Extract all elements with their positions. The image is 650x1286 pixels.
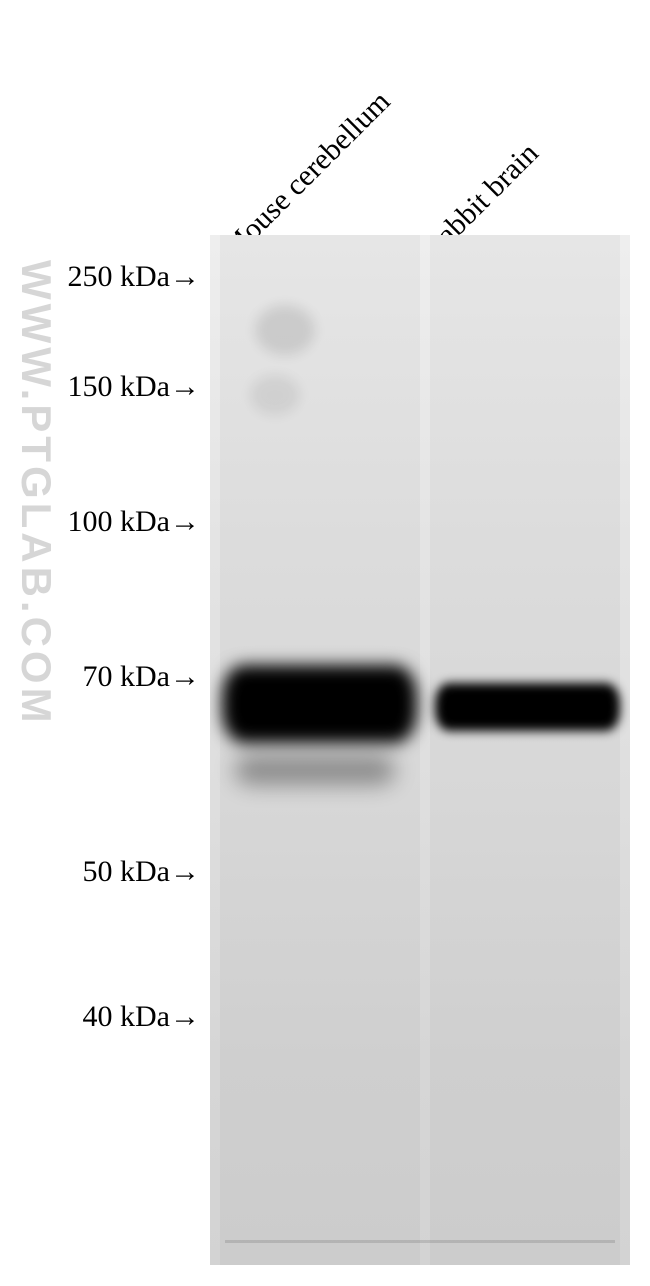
marker-250kda: 250 kDa→ [0,260,200,294]
marker-100kda: 100 kDa→ [0,505,200,539]
faint-spot [255,305,315,355]
marker-150kda: 150 kDa→ [0,370,200,404]
faint-spot [250,375,300,415]
lane-shade-2 [430,235,620,1265]
marker-70kda: 70 kDa→ [0,660,200,694]
band-lane1-smear [235,755,395,785]
marker-50kda: 50 kDa→ [0,855,200,889]
blot-membrane [210,235,630,1265]
band-lane1-main [222,665,417,743]
band-lane2-main [435,683,620,731]
marker-40kda: 40 kDa→ [0,1000,200,1034]
blot-bottom-artifact [225,1240,615,1243]
figure-root: WWW.PTGLAB.COM Mouse cerebellum Rabbit b… [0,0,650,1286]
watermark-text: WWW.PTGLAB.COM [12,260,60,727]
